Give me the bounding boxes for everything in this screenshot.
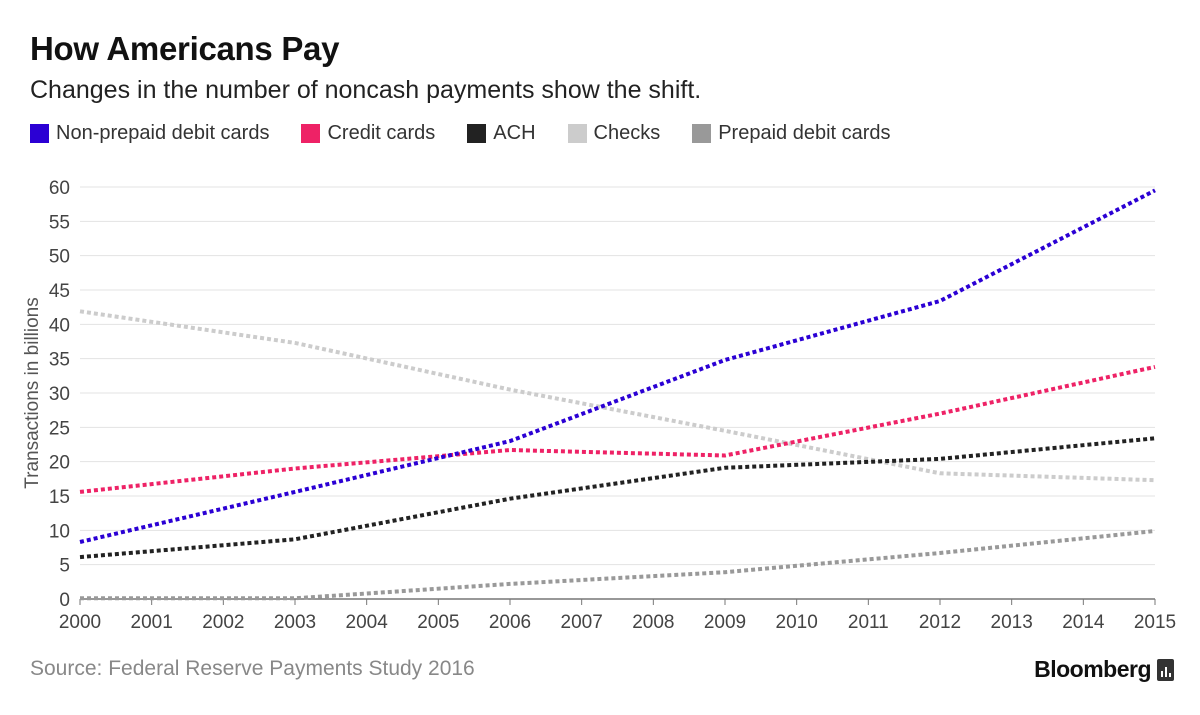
legend-item: Non-prepaid debit cards bbox=[30, 122, 269, 145]
y-axis-label: Transactions in billions bbox=[22, 297, 43, 489]
y-tick-label: 15 bbox=[49, 487, 70, 508]
x-tick-label: 2004 bbox=[346, 612, 389, 633]
y-tick-label: 50 bbox=[49, 247, 70, 268]
x-tick-label: 2015 bbox=[1134, 612, 1176, 633]
legend-label: ACH bbox=[493, 122, 536, 144]
x-tick-label: 2006 bbox=[489, 612, 531, 633]
y-tick-label: 35 bbox=[49, 350, 70, 371]
series-line bbox=[79, 364, 1156, 494]
x-tick-label: 2001 bbox=[131, 612, 173, 633]
series-line bbox=[80, 529, 1156, 601]
legend-swatch bbox=[301, 124, 321, 143]
x-tick-label: 2008 bbox=[632, 612, 674, 633]
x-tick-label: 2005 bbox=[417, 612, 459, 633]
brand-name: Bloomberg bbox=[1034, 656, 1151, 682]
y-tick-label: 55 bbox=[49, 212, 70, 233]
chart-title: How Americans Pay bbox=[30, 30, 340, 67]
y-tick-label: 20 bbox=[49, 453, 70, 474]
y-tick-label: 25 bbox=[49, 418, 70, 439]
series-line bbox=[79, 188, 1156, 544]
legend-swatch bbox=[692, 124, 712, 143]
x-tick-label: 2002 bbox=[202, 612, 244, 633]
x-tick-label: 2014 bbox=[1062, 612, 1105, 633]
y-tick-label: 5 bbox=[59, 556, 70, 577]
legend-swatch bbox=[467, 124, 487, 143]
x-tick-label: 2012 bbox=[919, 612, 961, 633]
legend-label: Prepaid debit cards bbox=[718, 122, 891, 144]
legend-label: Non-prepaid debit cards bbox=[56, 122, 270, 144]
bloomberg-logo: Bloomberg bbox=[1034, 656, 1174, 683]
y-tick-label: 30 bbox=[49, 384, 70, 405]
y-tick-label: 40 bbox=[49, 315, 70, 336]
series-line bbox=[79, 309, 1156, 483]
legend-label: Credit cards bbox=[327, 122, 436, 144]
legend-item: Prepaid debit cards bbox=[692, 122, 891, 145]
legend-item: ACH bbox=[467, 122, 536, 145]
legend-label: Checks bbox=[593, 122, 661, 144]
x-tick-label: 2011 bbox=[848, 612, 889, 633]
x-tick-label: 2000 bbox=[59, 612, 101, 633]
legend-item: Checks bbox=[567, 122, 661, 145]
legend-swatch bbox=[567, 124, 587, 143]
legend-swatch bbox=[30, 124, 49, 143]
chart-subtitle: Changes in the number of noncash payment… bbox=[30, 76, 702, 104]
chart-legend: Non-prepaid debit cards Credit cards ACH Ch… bbox=[30, 122, 923, 145]
y-tick-label: 0 bbox=[59, 590, 70, 611]
x-tick-label: 2013 bbox=[991, 612, 1033, 633]
y-tick-label: 60 bbox=[49, 178, 70, 199]
y-tick-label: 45 bbox=[49, 281, 70, 302]
y-tick-label: 10 bbox=[49, 521, 70, 542]
bar-chart-icon bbox=[1157, 658, 1174, 681]
x-tick-label: 2007 bbox=[561, 612, 603, 633]
legend-item: Credit cards bbox=[301, 122, 435, 145]
x-tick-label: 2009 bbox=[704, 612, 746, 633]
source-note: Source: Federal Reserve Payments Study 2… bbox=[30, 657, 475, 680]
x-tick-label: 2003 bbox=[274, 612, 316, 633]
series-line bbox=[79, 436, 1156, 560]
x-tick-label: 2010 bbox=[776, 612, 818, 633]
